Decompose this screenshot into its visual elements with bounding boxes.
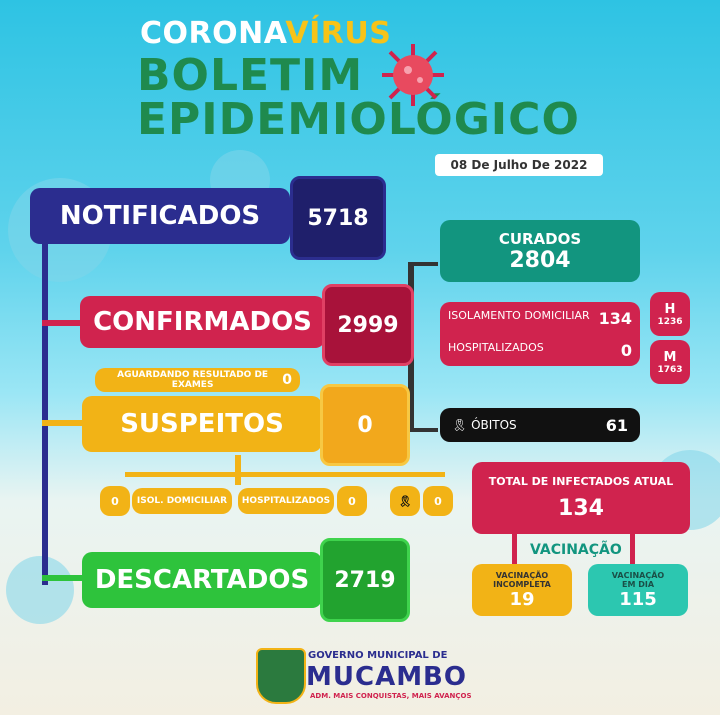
vacinacao-title: VACINAÇÃO (530, 542, 622, 558)
vac-incompleta-box: VACINAÇÃO INCOMPLETA 19 (472, 564, 572, 616)
suspeitos-obito-value: 0 (423, 486, 453, 516)
virus-icon (382, 44, 444, 106)
total-label: TOTAL DE INFECTADOS ATUAL (488, 475, 674, 488)
connector-obitos (408, 428, 438, 432)
sexo-m-value: 1763 (657, 364, 683, 375)
vac-emdia-value: 115 (619, 588, 657, 610)
isolamento-label: ISOLAMENTO DOMICILIAR (448, 308, 590, 322)
vac-incompleta-value: 19 (509, 588, 535, 610)
aguardando-box: AGUARDANDO RESULTADO DE EXAMES 0 (95, 368, 300, 392)
vac-emdia-label: VACINAÇÃO EM DIA (611, 570, 665, 589)
footer-line1: GOVERNO MUNICIPAL DE (308, 650, 448, 661)
ribbon-icon-small: 🎗 (390, 486, 420, 516)
sexo-h-box: H 1236 (650, 292, 690, 336)
sexo-h-label: H (664, 301, 676, 317)
connector-curados (408, 262, 438, 266)
connector-confirmados (42, 320, 82, 326)
footer-line2: MUCAMBO (306, 662, 467, 692)
obitos-value: 61 (605, 415, 628, 435)
hospitalizados-row: HOSPITALIZADOS 0 (448, 341, 632, 360)
header-epidemiologico: EPIDEMIOLÓGICO (137, 94, 580, 145)
suspeitos-label: SUSPEITOS (82, 396, 322, 452)
descartados-value: 2719 (320, 538, 410, 622)
total-value: 134 (558, 496, 604, 521)
connector-suspeitos-down (235, 455, 241, 485)
suspeitos-value: 0 (320, 384, 410, 466)
aguardando-label: AGUARDANDO RESULTADO DE EXAMES (117, 370, 269, 390)
total-box: TOTAL DE INFECTADOS ATUAL 134 (472, 462, 690, 534)
report-date: 08 De Julho De 2022 (435, 154, 603, 176)
confirmados-detail: ISOLAMENTO DOMICILIAR 134 HOSPITALIZADOS… (440, 302, 640, 366)
hospitalizados-label: HOSPITALIZADOS (448, 340, 544, 354)
confirmados-label: CONFIRMADOS (80, 296, 325, 348)
curados-box: CURADOS 2804 (440, 220, 640, 282)
sexo-m-label: M (663, 349, 677, 365)
suspeitos-isol-label: ISOL. DOMICILIAR (132, 488, 232, 514)
connector-descartados (42, 575, 82, 581)
confirmados-value: 2999 (322, 284, 414, 366)
connector-vac-left (512, 534, 517, 564)
vac-incompleta-label: VACINAÇÃO INCOMPLETA (493, 570, 551, 589)
curados-value: 2804 (509, 247, 571, 273)
aguardando-value: 0 (282, 372, 292, 388)
isolamento-row: ISOLAMENTO DOMICILIAR 134 (448, 309, 632, 328)
header-corona: CORONAVÍRUS (140, 16, 392, 51)
connector-vac-right (630, 534, 635, 564)
suspeitos-isol-value: 0 (100, 486, 130, 516)
isolamento-value: 134 (598, 308, 632, 328)
suspeitos-hosp-value: 0 (337, 486, 367, 516)
hospitalizados-value: 0 (620, 340, 632, 360)
footer-line3: ADM. MAIS CONQUISTAS, MAIS AVANÇOS (310, 692, 472, 700)
connector-suspeitos (42, 420, 82, 426)
connector-suspeitos-branch (125, 472, 445, 477)
municipal-crest (256, 648, 306, 704)
descartados-label: DESCARTADOS (82, 552, 322, 608)
curados-label: CURADOS (498, 229, 582, 248)
notificados-value: 5718 (290, 176, 386, 260)
sexo-h-value: 1236 (657, 316, 683, 327)
sexo-m-box: M 1763 (650, 340, 690, 384)
notificados-label: NOTIFICADOS (30, 188, 290, 244)
obitos-box: 🎗 ÓBITOS 61 (440, 408, 640, 442)
main-connector (42, 240, 48, 585)
ribbon-icon: 🎗 (452, 418, 472, 432)
header-boletim: BOLETIM (137, 50, 364, 101)
suspeitos-hosp-label: HOSPITALIZADOS (238, 488, 334, 514)
obitos-label: 🎗 ÓBITOS (452, 418, 517, 432)
vac-emdia-box: VACINAÇÃO EM DIA 115 (588, 564, 688, 616)
